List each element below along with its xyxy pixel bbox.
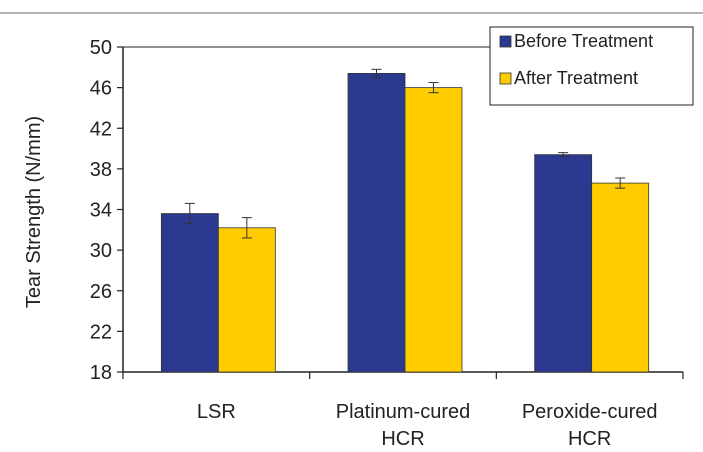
legend-box <box>489 26 694 106</box>
bar-before-treatment <box>347 73 406 373</box>
x-category-label: HCR <box>568 428 611 450</box>
legend-swatch-after <box>499 72 512 85</box>
x-category-label: HCR <box>381 428 424 450</box>
legend-label: After Treatment <box>514 68 638 88</box>
x-category-label: LSR <box>197 401 236 423</box>
legend: Before Treatment After Treatment <box>489 26 694 106</box>
plot-area: 18 22 26 30 34 38 42 46 50 LSR Platinum-cured HCR Pe… <box>90 37 684 450</box>
y-tick-label: 46 <box>90 78 112 100</box>
y-tick-label: 34 <box>90 200 112 222</box>
y-tick-label: 22 <box>90 321 112 343</box>
legend-label: Before Treatment <box>514 31 653 51</box>
y-tick-label: 18 <box>90 362 112 384</box>
x-category-label: Platinum-cured <box>336 401 471 423</box>
bar-after-treatment <box>591 182 650 373</box>
y-tick-label: 30 <box>90 240 112 262</box>
y-tick-label: 26 <box>90 281 112 303</box>
y-tick-label: 38 <box>90 159 112 181</box>
x-category-label: Peroxide-cured <box>522 401 658 423</box>
bar-before-treatment <box>160 213 219 373</box>
y-axis-title: Tear Strength (N/mm) <box>23 116 45 308</box>
y-tick-label: 42 <box>90 118 112 140</box>
bar-after-treatment <box>217 227 276 373</box>
legend-swatch-before <box>499 35 512 48</box>
bar-after-treatment <box>404 87 463 373</box>
y-tick-label: 50 <box>90 37 112 59</box>
bar-before-treatment <box>534 154 593 373</box>
